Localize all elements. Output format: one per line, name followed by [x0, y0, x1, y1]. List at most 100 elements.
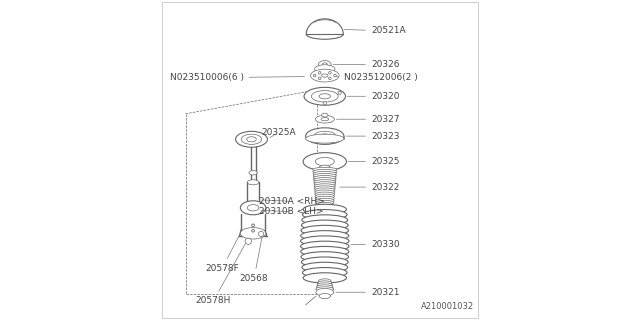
Ellipse shape — [321, 74, 328, 77]
Text: 20330: 20330 — [351, 240, 399, 249]
Ellipse shape — [301, 225, 349, 236]
Ellipse shape — [315, 190, 335, 195]
Ellipse shape — [319, 279, 331, 283]
Text: 20321: 20321 — [336, 288, 399, 297]
Ellipse shape — [247, 202, 259, 207]
Ellipse shape — [314, 184, 335, 188]
Ellipse shape — [314, 182, 335, 186]
Ellipse shape — [246, 137, 256, 142]
Ellipse shape — [313, 172, 337, 176]
Ellipse shape — [314, 131, 336, 141]
Ellipse shape — [303, 268, 347, 278]
Ellipse shape — [319, 165, 330, 171]
Ellipse shape — [241, 201, 266, 215]
Ellipse shape — [313, 173, 337, 178]
Ellipse shape — [303, 273, 346, 283]
Circle shape — [252, 229, 254, 232]
Ellipse shape — [249, 171, 257, 175]
Ellipse shape — [314, 180, 336, 184]
Circle shape — [314, 74, 316, 77]
Ellipse shape — [313, 169, 337, 174]
Ellipse shape — [306, 128, 344, 144]
Ellipse shape — [314, 176, 336, 180]
Ellipse shape — [301, 252, 349, 262]
Text: N023512006(2 ): N023512006(2 ) — [336, 73, 417, 82]
Ellipse shape — [241, 134, 262, 144]
Circle shape — [252, 224, 254, 227]
Circle shape — [328, 72, 331, 74]
Ellipse shape — [304, 87, 346, 105]
Ellipse shape — [316, 202, 333, 207]
Ellipse shape — [317, 283, 332, 287]
Ellipse shape — [319, 293, 330, 299]
Ellipse shape — [316, 116, 334, 123]
Ellipse shape — [314, 178, 336, 182]
Ellipse shape — [322, 63, 327, 66]
Ellipse shape — [247, 180, 259, 185]
Ellipse shape — [303, 204, 346, 214]
Text: 20325: 20325 — [348, 157, 399, 166]
Ellipse shape — [301, 236, 349, 246]
Circle shape — [338, 91, 341, 94]
Ellipse shape — [312, 91, 338, 102]
Text: 20521A: 20521A — [344, 27, 406, 36]
Ellipse shape — [303, 210, 347, 220]
Text: 20323: 20323 — [346, 132, 399, 140]
Text: 20310A <RH>: 20310A <RH> — [259, 197, 325, 206]
Ellipse shape — [319, 94, 330, 99]
Text: 20568: 20568 — [240, 237, 268, 283]
Ellipse shape — [301, 231, 349, 241]
Ellipse shape — [316, 196, 334, 201]
Ellipse shape — [301, 241, 349, 252]
Ellipse shape — [307, 29, 343, 39]
Text: 20322: 20322 — [340, 183, 399, 192]
Ellipse shape — [316, 287, 333, 291]
Ellipse shape — [241, 228, 266, 239]
Text: N023510006(6 ): N023510006(6 ) — [170, 73, 305, 82]
Ellipse shape — [314, 188, 335, 192]
Ellipse shape — [316, 198, 334, 203]
Ellipse shape — [302, 215, 348, 225]
Ellipse shape — [315, 194, 335, 199]
Ellipse shape — [319, 60, 331, 68]
Ellipse shape — [320, 134, 330, 138]
Ellipse shape — [245, 238, 252, 244]
Ellipse shape — [301, 257, 348, 267]
Ellipse shape — [316, 200, 334, 205]
Ellipse shape — [321, 118, 328, 121]
Ellipse shape — [301, 246, 349, 257]
Ellipse shape — [316, 288, 333, 296]
Text: 20325A: 20325A — [261, 128, 296, 138]
Text: 20327: 20327 — [337, 115, 399, 124]
Text: 20578H: 20578H — [196, 244, 245, 305]
Ellipse shape — [247, 204, 259, 211]
Ellipse shape — [314, 186, 335, 190]
Text: 20578F: 20578F — [205, 236, 239, 273]
Text: A210001032: A210001032 — [421, 302, 474, 311]
Ellipse shape — [303, 153, 346, 171]
Ellipse shape — [315, 65, 335, 74]
Text: 20310B <LH>: 20310B <LH> — [259, 207, 324, 216]
Ellipse shape — [318, 281, 332, 285]
Ellipse shape — [302, 262, 348, 272]
Ellipse shape — [316, 157, 334, 166]
Ellipse shape — [317, 285, 333, 289]
Ellipse shape — [313, 167, 337, 172]
Circle shape — [319, 72, 321, 74]
Circle shape — [333, 74, 336, 77]
Ellipse shape — [259, 231, 264, 236]
Circle shape — [323, 102, 326, 105]
Text: 20326: 20326 — [333, 60, 399, 69]
Ellipse shape — [321, 113, 328, 117]
Ellipse shape — [236, 131, 268, 147]
Circle shape — [319, 77, 321, 80]
Ellipse shape — [310, 69, 339, 82]
Circle shape — [328, 77, 331, 80]
Ellipse shape — [301, 220, 348, 230]
Circle shape — [252, 224, 254, 227]
Ellipse shape — [315, 192, 335, 196]
Ellipse shape — [306, 134, 344, 143]
Polygon shape — [307, 19, 343, 34]
Circle shape — [252, 229, 254, 232]
Text: 20320: 20320 — [348, 92, 399, 101]
